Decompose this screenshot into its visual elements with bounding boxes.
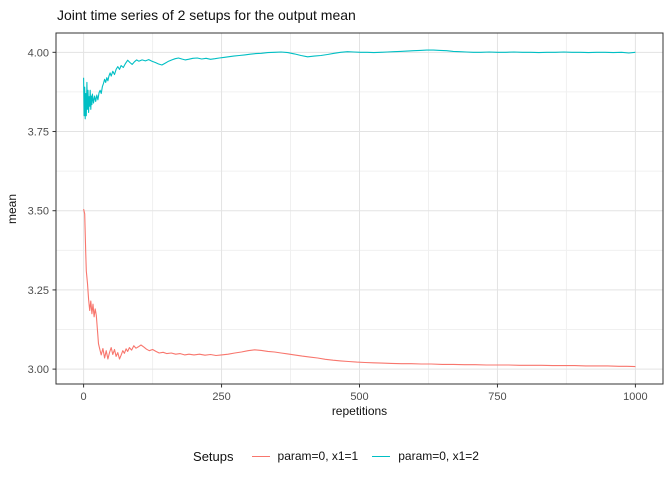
legend-label-setup2: param=0, x1=2: [398, 449, 479, 463]
y-axis-title: mean: [5, 193, 19, 225]
legend-key-line-setup2: [372, 455, 391, 457]
y-tick-label: 3.75: [28, 127, 49, 139]
y-tick-label: 3.50: [28, 206, 49, 218]
series-line-2: [83, 49, 636, 120]
y-tick-label: 4.00: [28, 47, 49, 59]
x-tick-label: 1000: [623, 391, 647, 403]
legend-item-setup2: param=0, x1=2: [372, 449, 479, 463]
legend-key-line-setup1: [251, 455, 270, 457]
series-line-1: [83, 208, 636, 368]
x-tick-label: 500: [350, 391, 368, 403]
x-tick-label: 250: [212, 391, 230, 403]
chart-title: Joint time series of 2 setups for the ou…: [57, 7, 356, 23]
y-tick-label: 3.25: [28, 285, 49, 297]
y-tick-label: 3.00: [28, 364, 49, 376]
x-tick-label: 750: [488, 391, 506, 403]
legend-title: Setups: [193, 448, 234, 464]
legend: Setups param=0, x1=1 param=0, x1=2: [0, 444, 672, 468]
x-tick-label: 0: [81, 391, 87, 403]
legend-label-setup1: param=0, x1=1: [277, 449, 359, 463]
legend-item-setup1: param=0, x1=1: [251, 449, 359, 463]
x-axis-title: repetitions: [331, 404, 388, 418]
